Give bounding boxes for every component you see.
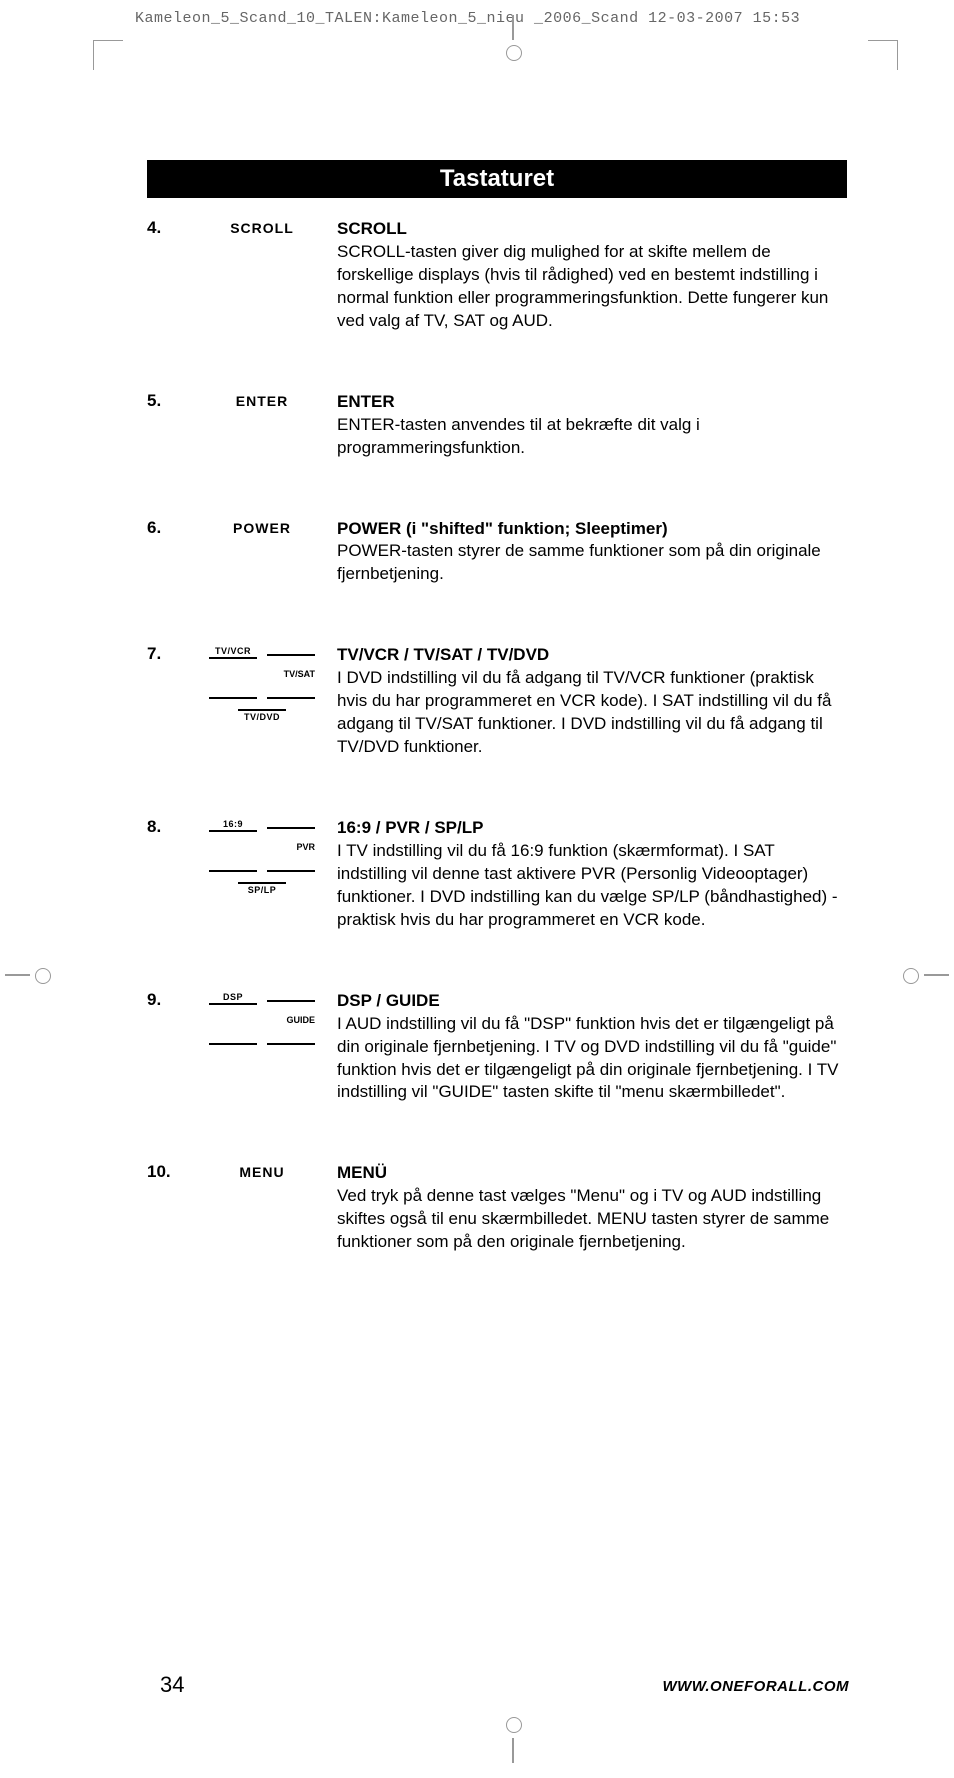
item-label-column: ENTER xyxy=(187,391,337,409)
crop-mark-bottom xyxy=(498,1713,528,1763)
mini-line xyxy=(267,827,315,829)
item-row: 7. TV/VCR TV/SAT TV/DVD TV/VCR / TV/SAT / TV… xyxy=(147,644,847,759)
page-corner-tr xyxy=(868,40,898,70)
mini-line xyxy=(267,1043,315,1045)
item-label-column: POWER xyxy=(187,518,337,536)
item-number: 4. xyxy=(147,218,187,238)
page-title: Tastaturet xyxy=(147,160,847,198)
item-number: 9. xyxy=(147,990,187,1010)
mini-label: TV/DVD xyxy=(238,709,286,722)
item-description: ENTER ENTER-tasten anvendes til at bekræf… xyxy=(337,391,847,460)
item-label-column: SCROLL xyxy=(187,218,337,236)
item-description: SCROLL SCROLL-tasten giver dig mulighed f… xyxy=(337,218,847,333)
content-area: 4.SCROLLSCROLLSCROLL-tasten giver dig mu… xyxy=(147,218,847,1312)
button-label: SCROLL xyxy=(187,220,337,236)
page-corner-tl xyxy=(93,40,123,70)
page-number: 34 xyxy=(160,1672,184,1698)
crop-mark-top xyxy=(498,15,528,65)
item-heading: SCROLL xyxy=(337,219,407,238)
item-body: ENTER-tasten anvendes til at bekræfte di… xyxy=(337,415,700,457)
item-number: 8. xyxy=(147,817,187,837)
item-body: POWER-tasten styrer de samme funktioner … xyxy=(337,541,821,583)
item-number: 6. xyxy=(147,518,187,538)
mini-line xyxy=(267,870,315,872)
item-body: Ved tryk på denne tast vælges "Menu" og … xyxy=(337,1186,829,1251)
item-description: MENÜ Ved tryk på denne tast vælges "Menu"… xyxy=(337,1162,847,1254)
crop-mark-left xyxy=(5,960,55,990)
mini-label: PVR xyxy=(209,842,315,852)
mini-line xyxy=(209,697,257,699)
mini-line xyxy=(209,870,257,872)
mini-label: GUIDE xyxy=(209,1015,315,1025)
mini-label: DSP xyxy=(209,992,257,1005)
item-heading: TV/VCR / TV/SAT / TV/DVD xyxy=(337,645,549,664)
mini-label: TV/VCR xyxy=(209,646,257,659)
item-label-column: MENU xyxy=(187,1162,337,1180)
button-label: ENTER xyxy=(187,393,337,409)
item-heading: DSP / GUIDE xyxy=(337,991,440,1010)
mini-line xyxy=(267,654,315,656)
item-body: SCROLL-tasten giver dig mulighed for at … xyxy=(337,242,828,330)
mini-line xyxy=(267,1000,315,1002)
website-url: WWW.ONEFORALL.COM xyxy=(662,1678,849,1695)
item-description: DSP / GUIDE I AUD indstilling vil du få "… xyxy=(337,990,847,1105)
item-label-column: DSP GUIDE xyxy=(187,990,337,1045)
item-description: TV/VCR / TV/SAT / TV/DVD I DVD indstillin… xyxy=(337,644,847,759)
item-row: 8. 16:9 PVR SP/LP 16:9 / PVR / SP/LP I TV ind… xyxy=(147,817,847,932)
mini-label: SP/LP xyxy=(238,882,286,895)
mini-line xyxy=(267,697,315,699)
item-row: 6.POWERPOWER (i "shifted" funktion; Slee… xyxy=(147,518,847,587)
mini-line xyxy=(209,1043,257,1045)
item-body: I AUD indstilling vil du få "DSP" funkti… xyxy=(337,1014,839,1102)
button-label: POWER xyxy=(187,520,337,536)
item-row: 10.MENUMENÜ Ved tryk på denne tast vælges… xyxy=(147,1162,847,1254)
item-heading: MENÜ xyxy=(337,1163,387,1182)
item-description: POWER (i "shifted" funktion; Sleeptimer)… xyxy=(337,518,847,587)
item-label-column: 16:9 PVR SP/LP xyxy=(187,817,337,895)
item-row: 4.SCROLLSCROLLSCROLL-tasten giver dig mu… xyxy=(147,218,847,333)
item-row: 5.ENTERENTERENTER-tasten anvendes til at… xyxy=(147,391,847,460)
item-description: 16:9 / PVR / SP/LP I TV indstilling vil d… xyxy=(337,817,847,932)
item-body: I DVD indstilling vil du få adgang til T… xyxy=(337,668,831,756)
item-body: I TV indstilling vil du få 16:9 funktion… xyxy=(337,841,838,929)
item-heading: 16:9 / PVR / SP/LP xyxy=(337,818,483,837)
mini-label: TV/SAT xyxy=(209,669,315,679)
item-number: 7. xyxy=(147,644,187,664)
item-row: 9. DSP GUIDE DSP / GUIDE I AUD indstilling v… xyxy=(147,990,847,1105)
crop-mark-right xyxy=(899,960,949,990)
item-number: 10. xyxy=(147,1162,187,1182)
button-label: MENU xyxy=(187,1164,337,1180)
item-label-column: TV/VCR TV/SAT TV/DVD xyxy=(187,644,337,722)
item-heading: ENTER xyxy=(337,392,395,411)
mini-label: 16:9 xyxy=(209,819,257,832)
item-number: 5. xyxy=(147,391,187,411)
item-heading: POWER (i "shifted" funktion; Sleeptimer) xyxy=(337,519,668,538)
